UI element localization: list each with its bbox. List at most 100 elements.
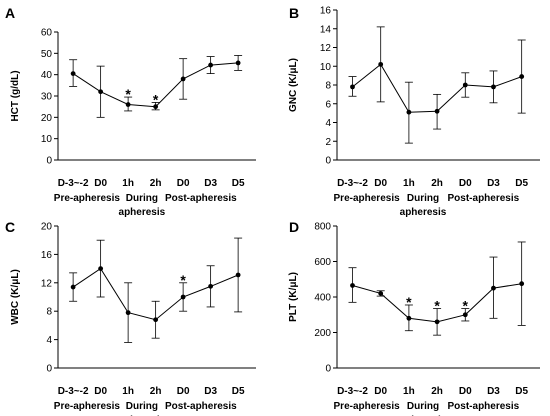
y-tick-label: 4 (325, 118, 331, 129)
y-axis-title: HCT (g/dL) (10, 70, 21, 121)
x-tick-label: D0 (374, 178, 387, 189)
data-point (235, 60, 241, 66)
data-point (519, 74, 525, 79)
y-tick-label: 12 (41, 278, 53, 289)
panel-a: A 0 10 20 30 40 50 60 HCT (g/dL) D-3~-2 D0 1h 2h D0 D3… (5, 5, 256, 218)
data-point (350, 84, 355, 90)
data-point (180, 76, 186, 82)
x-tick-label: 1h (122, 178, 134, 189)
y-tick-label: 200 (314, 328, 331, 339)
data-point (350, 283, 355, 288)
group-label: Post-apheresis (165, 193, 237, 204)
significance-star: * (153, 91, 159, 107)
x-tick-label: D3 (487, 386, 500, 397)
data-point (519, 281, 525, 287)
x-tick-label: D0 (177, 178, 190, 189)
data-point (235, 272, 241, 278)
group-label: Post-apheresis (448, 193, 520, 204)
group-label: Pre-apheresis (334, 401, 401, 412)
significance-star: * (125, 86, 131, 102)
x-tick-label: D5 (232, 178, 245, 189)
data-point (70, 71, 76, 76)
x-tick-label: D0 (459, 386, 472, 397)
data-point (153, 317, 159, 323)
significance-star: * (180, 272, 186, 288)
group-label: Post-apheresis (448, 401, 520, 412)
data-point (434, 319, 440, 325)
data-point (462, 312, 468, 318)
x-tick-label: D5 (232, 386, 245, 397)
data-point (98, 89, 104, 95)
y-tick-label: 40 (41, 70, 53, 81)
x-tick-label: 2h (150, 386, 162, 397)
data-point (208, 62, 214, 68)
group-label: Pre-apheresis (54, 193, 121, 204)
x-tick-label: D-3~-2 (58, 386, 89, 397)
y-tick-label: 800 (314, 222, 331, 233)
x-tick-label: 2h (431, 386, 443, 397)
data-point (70, 284, 76, 290)
x-tick-label: D0 (177, 386, 190, 397)
group-label: apheresis (119, 207, 166, 218)
x-tick-label: D5 (515, 178, 528, 189)
panel-letter: A (5, 5, 15, 21)
x-tick-label: D0 (459, 178, 472, 189)
panel-letter: C (5, 219, 15, 235)
significance-star: * (406, 294, 412, 310)
x-tick-label: D-3~-2 (337, 386, 368, 397)
y-tick-label: 0 (325, 364, 331, 375)
x-tick-label: 1h (403, 386, 415, 397)
x-tick-label: 2h (431, 178, 443, 189)
x-tick-label: D0 (94, 386, 107, 397)
y-tick-label: 30 (41, 92, 53, 103)
y-tick-label: 8 (46, 307, 52, 318)
x-tick-label: D3 (487, 178, 500, 189)
group-label: During (407, 401, 439, 412)
data-point (125, 102, 131, 107)
y-tick-label: 16 (41, 250, 53, 261)
group-label: During (407, 193, 439, 204)
group-label: apheresis (400, 207, 447, 218)
panel-letter: B (289, 5, 299, 21)
data-point (153, 104, 159, 110)
group-label: Post-apheresis (165, 401, 237, 412)
x-tick-label: D-3~-2 (337, 178, 368, 189)
y-tick-label: 2 (325, 137, 331, 148)
data-point (180, 294, 186, 300)
y-tick-label: 6 (325, 99, 331, 110)
y-tick-label: 0 (46, 156, 52, 167)
panel-c: C 0 4 8 12 16 20 WBC (K/μL) D-3~-2 D0 1h 2h D0 D3 D5 Pr… (5, 219, 256, 416)
x-tick-label: D3 (204, 386, 217, 397)
x-tick-label: D-3~-2 (58, 178, 89, 189)
group-label: Pre-apheresis (334, 193, 401, 204)
x-tick-label: D3 (204, 178, 217, 189)
group-label: During (126, 401, 158, 412)
x-tick-label: 1h (122, 386, 134, 397)
y-axis-title: PLT (K/μL) (288, 272, 299, 322)
data-point (125, 310, 131, 316)
y-tick-label: 60 (41, 28, 53, 39)
data-point (434, 108, 440, 114)
y-tick-label: 10 (41, 134, 53, 145)
significance-star: * (463, 298, 469, 314)
panel-b: B 0 2 4 6 8 10 12 14 16 GNC (K/μL) D-3~-2 D0 1h 2h D0 D3… (288, 5, 540, 218)
y-axis-title: WBC (K/μL) (10, 269, 21, 325)
y-tick-label: 0 (46, 364, 52, 375)
y-axis-title: GNC (K/μL) (288, 58, 299, 112)
y-tick-label: 16 (320, 6, 332, 17)
significance-star: * (434, 298, 440, 314)
group-label: Pre-apheresis (54, 401, 121, 412)
data-point (406, 109, 412, 115)
group-label: During (126, 193, 158, 204)
data-point (406, 315, 412, 321)
y-tick-label: 4 (46, 335, 52, 346)
y-tick-label: 14 (320, 24, 332, 35)
y-tick-label: 20 (41, 113, 53, 124)
y-tick-label: 400 (314, 293, 331, 304)
y-tick-label: 12 (320, 43, 332, 54)
y-tick-label: 8 (325, 81, 331, 92)
y-tick-label: 10 (320, 62, 332, 73)
y-tick-label: 20 (41, 222, 53, 233)
